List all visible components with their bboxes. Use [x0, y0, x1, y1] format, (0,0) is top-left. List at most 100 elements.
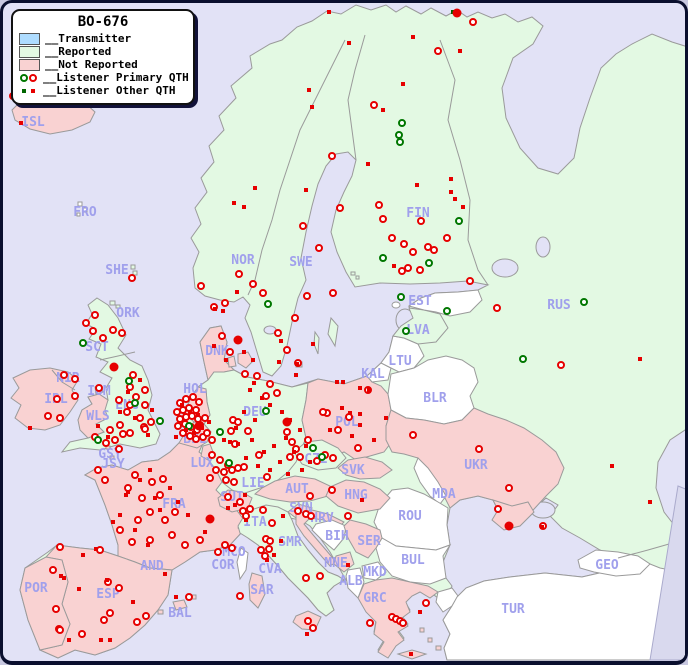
- island-oland: [313, 330, 320, 355]
- country-label-cva: CVA: [258, 562, 282, 577]
- listener-primary-qth-marker: [123, 408, 131, 416]
- listener-cluster-marker: [282, 417, 292, 427]
- listener-primary-qth-marker: [302, 574, 310, 582]
- listener-other-qth-marker: [146, 543, 150, 547]
- listener-other-qth-marker: [449, 190, 453, 194]
- listener-other-qth-marker: [372, 438, 376, 442]
- listener-primary-qth-marker: [115, 396, 123, 404]
- country-label-por: POR: [24, 581, 48, 596]
- listener-primary-qth-marker: [329, 289, 337, 297]
- listener-other-qth-marker: [212, 344, 216, 348]
- islands-faroe: [76, 201, 88, 217]
- listener-other-qth-marker: [304, 444, 308, 448]
- country-latvia: [392, 307, 449, 345]
- listener-primary-qth-marker: [417, 217, 425, 225]
- listener-primary-qth-marker-green: [397, 293, 405, 301]
- listener-primary-qth-marker: [228, 544, 236, 552]
- listener-primary-qth-marker: [424, 243, 432, 251]
- listener-primary-qth-marker: [138, 494, 146, 502]
- listener-other-qth-marker: [341, 380, 345, 384]
- listener-primary-qth-marker: [309, 624, 317, 632]
- listener-primary-qth-marker: [192, 435, 200, 443]
- listener-primary-qth-marker: [192, 406, 200, 414]
- listener-primary-qth-marker: [344, 512, 352, 520]
- listener-primary-qth-marker: [286, 453, 294, 461]
- border-northern-ireland: [51, 369, 76, 391]
- listener-primary-qth-marker: [203, 429, 211, 437]
- island-sardinia: [248, 572, 266, 609]
- listener-primary-qth-marker: [156, 491, 164, 499]
- listener-other-qth-marker: [62, 576, 66, 580]
- legend-item-primary-qth: __Listener Primary QTH: [19, 71, 189, 84]
- listener-other-qth-marker: [268, 468, 272, 472]
- country-label-ser: SER: [357, 534, 381, 549]
- country-label-lux: LUX: [190, 456, 214, 471]
- listener-other-qth-marker: [234, 426, 238, 430]
- listener-primary-qth-marker: [119, 430, 127, 438]
- listener-primary-qth-marker: [334, 426, 342, 434]
- country-label-mkd: MKD: [363, 565, 387, 580]
- country-wales: [77, 393, 109, 439]
- country-label-deu: DEU: [243, 405, 267, 420]
- listener-primary-qth-marker: [265, 545, 273, 553]
- listener-other-qth-marker: [358, 423, 362, 427]
- listener-primary-qth-marker: [266, 380, 274, 388]
- listener-other-qth-marker: [268, 403, 272, 407]
- island-ibiza: [157, 609, 164, 615]
- listener-other-qth-marker: [384, 416, 388, 420]
- listener-primary-qth-marker-green: [262, 407, 270, 415]
- listener-cluster-marker: [109, 362, 119, 372]
- listener-primary-qth-marker: [182, 413, 190, 421]
- listener-primary-qth-marker: [116, 526, 124, 534]
- listener-other-qth-marker: [131, 600, 135, 604]
- listener-primary-qth-marker: [404, 264, 412, 272]
- listener-other-qth-marker: [540, 525, 544, 529]
- listener-primary-qth-marker: [336, 204, 344, 212]
- listener-primary-qth-marker-green: [264, 300, 272, 308]
- country-label-dnk: DNK: [205, 344, 229, 359]
- listener-primary-qth-marker: [230, 478, 238, 486]
- listener-other-qth-marker: [236, 442, 240, 446]
- country-label-ork: ORK: [116, 306, 140, 321]
- listener-cluster-marker: [194, 421, 204, 431]
- listener-primary-qth-marker: [244, 427, 252, 435]
- listener-other-qth-marker: [77, 587, 81, 591]
- listener-other-qth-marker: [108, 638, 112, 642]
- listener-other-qth-marker: [392, 264, 396, 268]
- listener-other-qth-marker: [250, 438, 254, 442]
- listener-primary-qth-marker: [126, 429, 134, 437]
- listener-primary-qth-marker: [195, 398, 203, 406]
- listener-primary-qth-marker-green: [318, 453, 326, 461]
- listener-primary-qth-marker: [95, 384, 103, 392]
- listener-other-qth-marker: [174, 435, 178, 439]
- legend-item-label: __Reported: [45, 45, 112, 58]
- listener-other-qth-marker: [253, 418, 257, 422]
- island-mallorca: [172, 599, 188, 611]
- red-square-icon: [31, 88, 36, 93]
- listener-other-qth-marker: [153, 496, 157, 500]
- listener-primary-qth-marker: [118, 329, 126, 337]
- listener-primary-qth-marker: [115, 445, 123, 453]
- listener-primary-qth-marker: [259, 289, 267, 297]
- country-label-geo: GEO: [595, 558, 619, 573]
- listener-primary-qth-marker: [388, 234, 396, 242]
- listener-other-qth-marker: [111, 520, 115, 524]
- transmitter-swatch: [19, 32, 40, 45]
- listener-other-qth-marker: [222, 438, 226, 442]
- listener-other-qth-marker: [19, 121, 23, 125]
- country-lithuania: [380, 335, 425, 373]
- listener-primary-qth-marker: [56, 626, 64, 634]
- country-label-ita: ITA: [243, 515, 267, 530]
- listener-other-qth-marker: [366, 162, 370, 166]
- map-coverage-edge: [649, 485, 685, 661]
- listener-markers-layer: [9, 8, 652, 656]
- listener-other-qth-marker: [163, 572, 167, 576]
- listener-primary-qth-marker: [253, 372, 261, 380]
- listener-primary-qth-marker: [316, 572, 324, 580]
- listener-other-qth-marker: [186, 513, 190, 517]
- listener-primary-qth-marker: [328, 152, 336, 160]
- listener-other-qth-marker: [307, 88, 311, 92]
- listener-other-qth-marker: [148, 468, 152, 472]
- listener-other-qth-marker: [228, 440, 232, 444]
- listener-other-qth-marker: [106, 435, 110, 439]
